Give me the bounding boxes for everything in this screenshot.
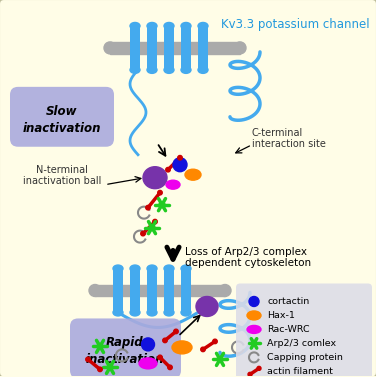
- Ellipse shape: [147, 265, 157, 272]
- Ellipse shape: [249, 296, 259, 307]
- Ellipse shape: [248, 372, 252, 376]
- Ellipse shape: [178, 155, 182, 160]
- Ellipse shape: [107, 365, 113, 370]
- Ellipse shape: [219, 285, 231, 296]
- Text: inactivation: inactivation: [23, 122, 101, 135]
- Text: Arp2/3 comlex: Arp2/3 comlex: [267, 339, 336, 348]
- Text: cortactin: cortactin: [267, 297, 309, 306]
- Ellipse shape: [147, 66, 157, 74]
- Ellipse shape: [172, 341, 192, 354]
- Ellipse shape: [130, 66, 140, 74]
- Bar: [164, 268, 174, 313]
- Bar: [147, 268, 157, 313]
- Ellipse shape: [130, 309, 140, 316]
- Ellipse shape: [201, 347, 205, 352]
- Ellipse shape: [181, 309, 191, 316]
- Bar: [164, 26, 174, 70]
- Bar: [147, 26, 157, 70]
- Ellipse shape: [143, 167, 167, 188]
- Bar: [95, 285, 225, 296]
- Bar: [181, 26, 191, 70]
- Text: Kv3.3 potassium channel: Kv3.3 potassium channel: [221, 18, 370, 31]
- Ellipse shape: [141, 338, 155, 351]
- Ellipse shape: [89, 285, 101, 296]
- Ellipse shape: [158, 355, 162, 360]
- Ellipse shape: [168, 365, 172, 369]
- Ellipse shape: [164, 23, 174, 29]
- Ellipse shape: [217, 356, 223, 362]
- Ellipse shape: [247, 325, 261, 333]
- Ellipse shape: [181, 265, 191, 272]
- Ellipse shape: [147, 23, 157, 29]
- Bar: [130, 26, 140, 70]
- Ellipse shape: [234, 42, 246, 54]
- Bar: [113, 268, 123, 313]
- Ellipse shape: [164, 66, 174, 74]
- Ellipse shape: [130, 265, 140, 272]
- Bar: [130, 268, 140, 313]
- Ellipse shape: [181, 66, 191, 74]
- Ellipse shape: [181, 23, 191, 29]
- Ellipse shape: [153, 219, 157, 224]
- Ellipse shape: [196, 296, 218, 316]
- Ellipse shape: [158, 190, 162, 195]
- Ellipse shape: [213, 339, 217, 344]
- Ellipse shape: [198, 66, 208, 74]
- Ellipse shape: [166, 167, 170, 172]
- Ellipse shape: [130, 23, 140, 29]
- Text: C-terminal
interaction site: C-terminal interaction site: [252, 128, 326, 149]
- Text: Rac-WRC: Rac-WRC: [267, 325, 309, 334]
- Ellipse shape: [159, 202, 165, 208]
- Text: Capping protein: Capping protein: [267, 353, 343, 362]
- Ellipse shape: [97, 343, 103, 349]
- Text: actin filament: actin filament: [267, 367, 333, 376]
- Text: Rapid: Rapid: [106, 336, 144, 349]
- Ellipse shape: [104, 42, 116, 54]
- Ellipse shape: [173, 158, 187, 172]
- Ellipse shape: [98, 367, 102, 372]
- FancyBboxPatch shape: [10, 87, 114, 147]
- Ellipse shape: [257, 366, 261, 370]
- Ellipse shape: [166, 180, 180, 189]
- Ellipse shape: [149, 225, 155, 231]
- Ellipse shape: [164, 309, 174, 316]
- Ellipse shape: [146, 205, 150, 210]
- Ellipse shape: [164, 265, 174, 272]
- Bar: [110, 42, 240, 54]
- Text: N-terminal
inactivation ball: N-terminal inactivation ball: [23, 165, 101, 186]
- Ellipse shape: [139, 358, 157, 369]
- Ellipse shape: [113, 265, 123, 272]
- Bar: [181, 268, 191, 313]
- Ellipse shape: [252, 341, 256, 346]
- Ellipse shape: [86, 357, 90, 362]
- Ellipse shape: [163, 338, 167, 343]
- FancyBboxPatch shape: [236, 284, 372, 377]
- Ellipse shape: [113, 309, 123, 316]
- Bar: [198, 26, 208, 70]
- Text: Hax-1: Hax-1: [267, 311, 295, 320]
- Text: Loss of Arp2/3 complex
dependent cytoskeleton: Loss of Arp2/3 complex dependent cytoske…: [185, 247, 311, 268]
- Ellipse shape: [198, 23, 208, 29]
- Text: inactivation: inactivation: [86, 353, 164, 366]
- FancyBboxPatch shape: [70, 319, 181, 377]
- Ellipse shape: [174, 329, 178, 334]
- Ellipse shape: [147, 309, 157, 316]
- Text: Slow: Slow: [46, 105, 78, 118]
- Ellipse shape: [141, 231, 145, 236]
- Ellipse shape: [247, 311, 261, 320]
- Ellipse shape: [185, 169, 201, 180]
